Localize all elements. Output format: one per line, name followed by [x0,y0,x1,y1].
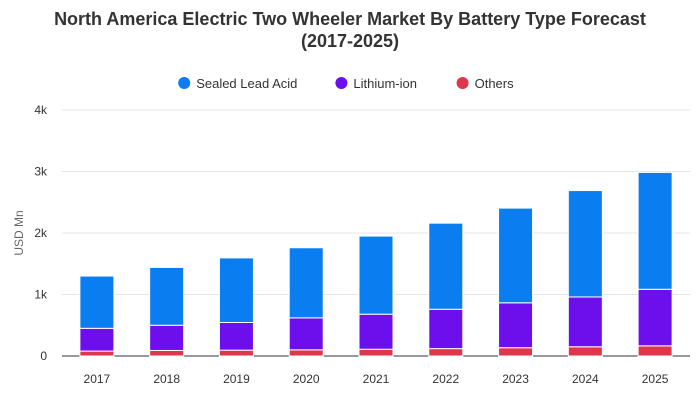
bar-segment-lithium-ion[interactable] [428,308,464,350]
y-tick-label: 0 [40,349,47,363]
legend-item-sealed-lead-acid[interactable]: Sealed Lead Acid [178,76,297,91]
bar-segment-others[interactable] [288,349,324,357]
chart-title: North America Electric Two Wheeler Marke… [0,8,700,52]
x-tick-label: 2025 [642,372,669,386]
bar-segment-sealed-lead-acid[interactable] [428,222,464,310]
x-tick-label: 2024 [572,372,599,386]
bar-segment-sealed-lead-acid[interactable] [218,257,254,323]
bar-segment-lithium-ion[interactable] [498,302,534,349]
bar-segment-others[interactable] [149,349,185,357]
y-axis: 0 1k 2k 3k 4k [34,103,48,363]
bar-segment-others[interactable] [428,348,464,357]
y-tick-label: 2k [34,226,48,240]
bar-segment-sealed-lead-acid[interactable] [149,266,185,326]
legend-item-lithium-ion[interactable]: Lithium-ion [335,76,417,91]
y-tick-label: 4k [34,103,48,117]
y-tick-label: 3k [34,165,48,179]
legend-item-others[interactable]: Others [456,76,515,91]
x-axis: 2017 2018 2019 2020 2021 2022 2023 2024 2025 [84,372,669,386]
bar-segment-others[interactable] [567,346,603,357]
x-tick-label: 2018 [153,372,180,386]
bar-segment-lithium-ion[interactable] [358,313,394,350]
x-tick-label: 2021 [363,372,390,386]
legend-label: Others [475,76,515,91]
x-tick-label: 2020 [293,372,320,386]
y-axis-title: USD Mn [12,210,26,255]
legend-marker-icon [335,77,348,89]
bar-segment-lithium-ion[interactable] [149,324,185,351]
bars [79,171,673,357]
x-tick-label: 2023 [502,372,529,386]
bar-segment-sealed-lead-acid[interactable] [288,247,324,319]
x-tick-label: 2017 [84,372,111,386]
bar-segment-sealed-lead-acid[interactable] [637,171,673,290]
bar-segment-sealed-lead-acid[interactable] [567,190,603,298]
chart-title-line1: North America Electric Two Wheeler Marke… [54,9,646,29]
bar-segment-others[interactable] [637,345,673,357]
bar-segment-lithium-ion[interactable] [637,288,673,347]
legend-marker-icon [178,77,191,89]
y-tick-label: 1k [34,288,48,302]
bar-segment-lithium-ion[interactable] [567,296,603,348]
bar-segment-sealed-lead-acid[interactable] [79,275,115,329]
bar-segment-lithium-ion[interactable] [79,327,115,352]
bar-segment-lithium-ion[interactable] [218,321,254,351]
legend-marker-icon [456,77,469,89]
legend[interactable]: Sealed Lead Acid Lithium-ion Others [178,76,514,91]
x-tick-label: 2022 [432,372,459,386]
x-tick-label: 2019 [223,372,250,386]
bar-segment-sealed-lead-acid[interactable] [358,235,394,315]
bar-segment-sealed-lead-acid[interactable] [498,207,534,304]
bar-segment-others[interactable] [218,349,254,357]
legend-label: Sealed Lead Acid [196,76,297,91]
legend-label: Lithium-ion [353,76,417,91]
bar-segment-others[interactable] [498,347,534,357]
bar-segment-others[interactable] [79,350,115,357]
bar-segment-lithium-ion[interactable] [288,317,324,351]
bar-segment-others[interactable] [358,348,394,357]
chart-title-line2: (2017-2025) [300,31,400,51]
